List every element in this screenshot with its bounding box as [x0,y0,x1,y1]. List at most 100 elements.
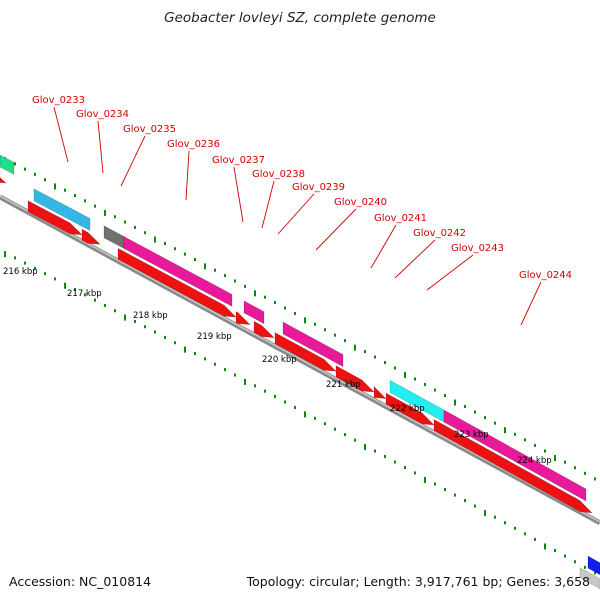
gc-dot [444,394,446,398]
gc-dot [234,279,236,283]
ruler-tick-label: 218 kbp [133,311,168,321]
label-leader [277,193,315,235]
gc-dot [434,482,436,486]
label-leader [97,120,104,174]
gc-dots-layer [4,157,596,575]
ruler-tick-label: 219 kbp [197,332,232,342]
gc-dot [444,488,446,492]
gc-dot [184,346,186,353]
gc-dot [404,465,406,469]
label-leader [261,180,275,229]
gc-dot [134,225,136,229]
ruler-tick-label: 221 kbp [326,380,361,390]
gc-dot [554,455,556,462]
gc-dot [284,306,286,310]
feature-Glov_0236 [123,236,233,307]
gc-dot [574,560,576,564]
backbone-highlight [0,195,600,523]
gc-dot [204,357,206,361]
gc-dot [254,290,256,297]
gc-dot [394,366,396,370]
cds-arrow-8 [373,385,387,399]
gc-dot [224,368,226,372]
label-leader [315,208,357,251]
label-leader [426,254,474,291]
gc-dot [494,421,496,425]
gc-dot [534,537,536,541]
label-leader [53,106,69,163]
gc-dot [594,571,596,575]
gc-dot [184,252,186,256]
gene-label: Glov_0238 [252,169,305,180]
feature-right-gray [579,567,600,590]
gc-dot [554,549,556,553]
gc-dot [564,460,566,464]
gc-dot [264,295,266,299]
ruler-tick-label: 223 kbp [454,430,489,440]
gc-dot [34,266,36,270]
genome-summary-text: Topology: circular; Length: 3,917,761 bp… [246,574,590,589]
gc-dot [164,335,166,339]
gc-dot [194,351,196,355]
gc-dot [154,236,156,243]
gc-dot [404,371,406,378]
accession-text: Accession: NC_010814 [9,574,151,589]
gc-dot [214,362,216,366]
gene-label: Glov_0240 [334,197,387,208]
gc-dot [584,471,586,475]
gc-dot [274,301,276,305]
gc-dot [474,410,476,414]
gene-label: Glov_0239 [292,182,345,193]
gc-dot [244,378,246,385]
gc-dot [514,526,516,530]
gc-dot [234,373,236,377]
gc-dot [54,277,56,281]
label-leader [185,150,190,201]
cds-arrow-1 [27,200,83,236]
gc-dot [484,416,486,420]
gc-dot [464,405,466,409]
label-leaders-layer: Glov_0233 Glov_0234 Glov_0235 Glov_0236 Glov… [32,95,572,326]
gc-dot [594,477,596,481]
gc-dot [34,172,36,176]
cds-arrow-11 [573,496,593,514]
gc-dot [194,257,196,261]
gc-dot [344,339,346,343]
gc-dot [504,427,506,434]
gc-dot [414,377,416,381]
gc-dot [314,322,316,326]
gc-dot [84,199,86,203]
gc-dot [294,311,296,315]
gc-dot [244,284,246,288]
cds-arrow-4 [235,311,251,325]
gc-dot [174,341,176,345]
gc-dot [174,247,176,251]
gc-dot [424,382,426,386]
feature-Glov_0233 [33,188,91,231]
gc-dot [464,499,466,503]
gc-dot [534,443,536,447]
gc-dot [294,405,296,409]
cds-arrow-6 [274,332,337,372]
gc-dot [124,314,126,321]
label-leader [394,239,436,279]
gc-dot [114,215,116,219]
gc-dot [454,399,456,406]
gene-label: Glov_0236 [167,139,220,150]
gc-dot [484,510,486,517]
gc-dot [454,493,456,497]
gc-dot [334,427,336,431]
gene-label: Glov_0243 [451,243,504,254]
gc-dot [364,444,366,451]
gene-label: Glov_0237 [212,155,265,166]
ruler-tick-label: 224 kbp [517,456,552,466]
gc-dot [504,521,506,525]
gc-dot [4,251,6,258]
gc-dot [84,293,86,297]
gc-dot [564,554,566,558]
gc-dot [334,333,336,337]
gene-label: Glov_0233 [32,95,85,106]
backbone-line [0,194,600,525]
gc-dot [494,515,496,519]
feature-Glov_0238 [243,300,265,325]
